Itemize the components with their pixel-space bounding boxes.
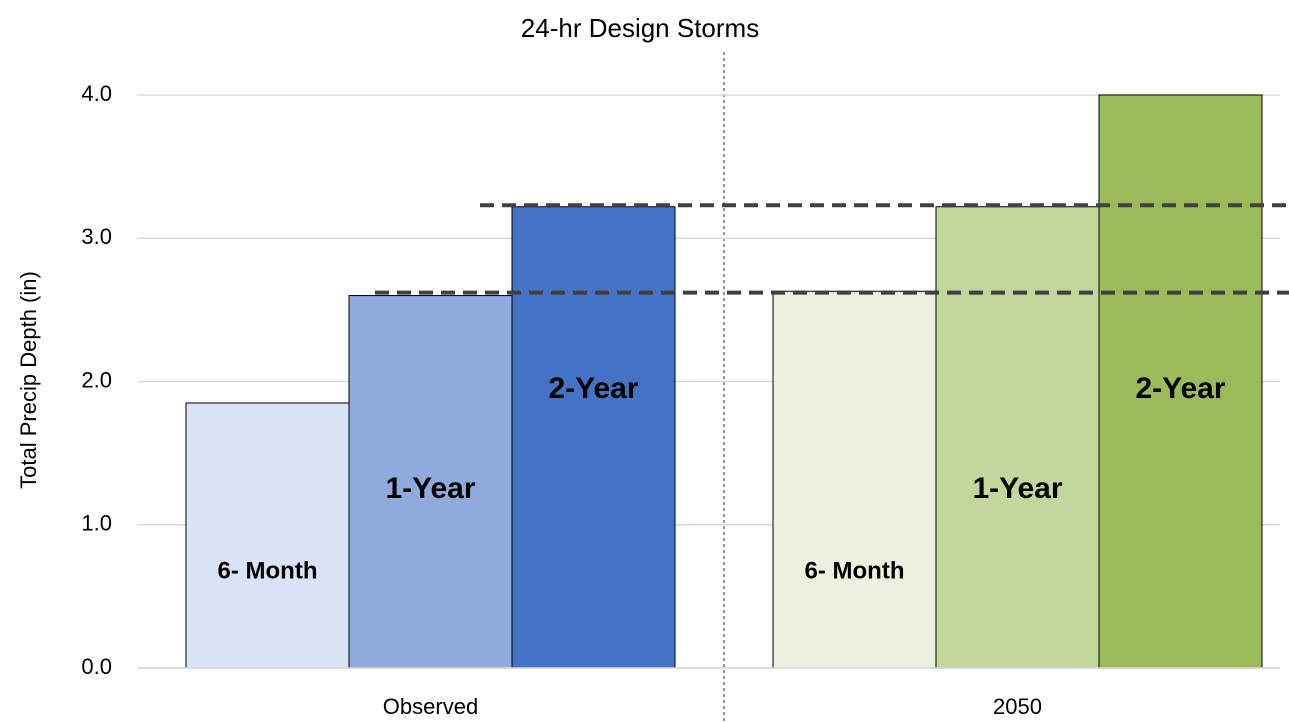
- bar-label: 2-Year: [1135, 372, 1225, 405]
- y-tick-label: 1.0: [81, 511, 112, 536]
- y-tick-label: 4.0: [81, 81, 112, 106]
- bar: [772, 290, 937, 669]
- bar: [511, 206, 676, 669]
- chart-title: 24-hr Design Storms: [521, 13, 759, 43]
- y-axis-label: Total Precip Depth (in): [16, 271, 41, 489]
- x-tick-label: 2050: [993, 694, 1042, 719]
- bar: [935, 206, 1100, 669]
- bar-label: 1-Year: [972, 472, 1062, 505]
- bar: [185, 402, 350, 669]
- y-tick-label: 2.0: [81, 367, 112, 392]
- bar-label: 6- Month: [805, 557, 905, 584]
- y-tick-label: 0.0: [81, 654, 112, 679]
- bar-label: 2-Year: [548, 372, 638, 405]
- bar: [348, 295, 513, 669]
- bar-label: 1-Year: [385, 472, 475, 505]
- y-tick-label: 3.0: [81, 224, 112, 249]
- x-tick-label: Observed: [383, 694, 478, 719]
- bar-label: 6- Month: [218, 557, 318, 584]
